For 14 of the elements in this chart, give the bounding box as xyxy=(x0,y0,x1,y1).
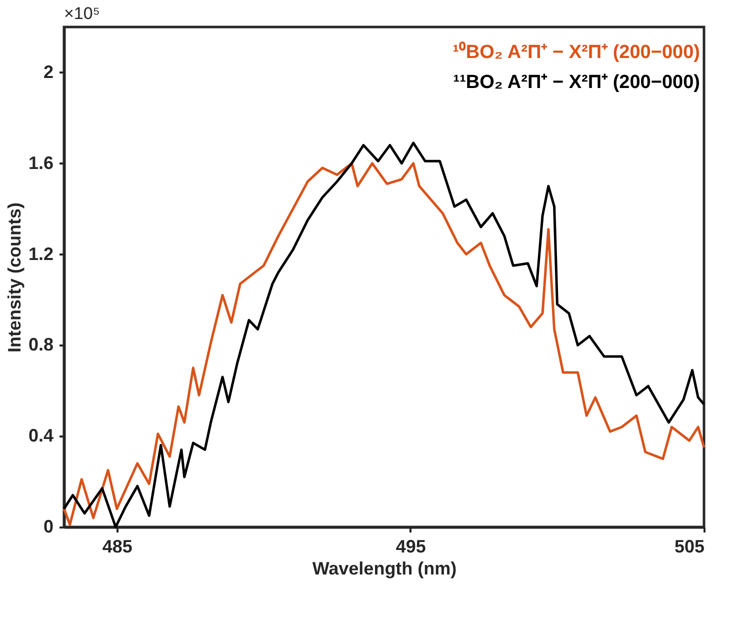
text: ×10⁵ xyxy=(64,4,100,23)
x-axis-title: Wavelength (nm) xyxy=(312,558,457,578)
y-tick-label: 1.6 xyxy=(28,152,54,173)
y-tick-label: 0 xyxy=(43,516,54,536)
x-tick-label: 495 xyxy=(396,536,426,556)
text: ¹¹BO₂ A²Π⁺ − X²Π⁺ (200−000) xyxy=(453,72,700,93)
y-tick-label: 0.8 xyxy=(28,334,54,355)
y-tick-label: 0.4 xyxy=(28,426,54,446)
x-tick-label: 505 xyxy=(674,536,704,556)
x-tick-label: 485 xyxy=(102,536,132,556)
text: ¹⁰BO₂ A²Π⁺ − X²Π⁺ (200−000) xyxy=(452,41,700,63)
y-axis-title: Intensity (counts) xyxy=(4,202,24,353)
y-tick-label: 2 xyxy=(43,62,54,82)
y-tick-label: 1.2 xyxy=(28,244,54,264)
